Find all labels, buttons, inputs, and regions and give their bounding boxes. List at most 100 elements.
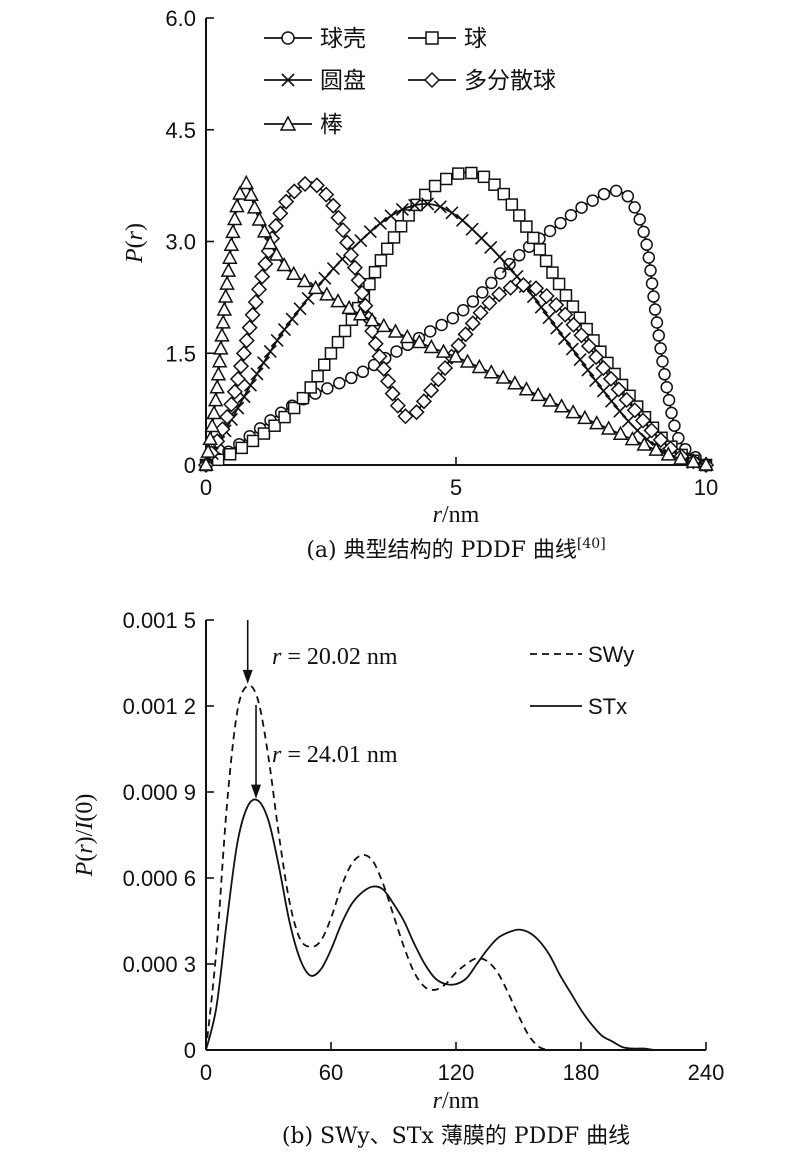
square-marker [278, 410, 291, 424]
circle-marker [494, 267, 507, 280]
circle-marker [321, 382, 334, 395]
circle-marker [640, 238, 653, 251]
cross-marker [263, 344, 277, 359]
triangle-marker [459, 353, 476, 368]
cross-marker [596, 384, 611, 398]
y-tick-label: 0.000 6 [123, 866, 196, 891]
triangle-marker [209, 379, 225, 394]
y-tick-label: 0.001 5 [123, 608, 196, 633]
diamond-marker [565, 316, 582, 333]
series-棒 [198, 174, 714, 471]
x-tick-label: 5 [450, 475, 462, 500]
circle-marker [554, 216, 567, 230]
diamond-marker [408, 404, 425, 421]
triangle-marker [213, 340, 229, 355]
y-tick-label: 1.5 [165, 341, 196, 366]
circle-marker [435, 318, 448, 332]
annotation-label: r = 24.01 nm [272, 742, 398, 768]
square-marker [539, 254, 553, 268]
legend-item-棒: 棒 [264, 112, 343, 138]
legend-label: 球 [464, 26, 487, 52]
diamond-marker [235, 345, 252, 362]
cross-marker [285, 312, 299, 326]
diamond-marker [450, 337, 467, 354]
triangle-marker [238, 174, 255, 190]
diamond-marker [430, 371, 447, 388]
circle-marker [656, 355, 669, 368]
legend-label: 多分散球 [464, 68, 556, 94]
triangle-marker [226, 210, 243, 226]
circle-marker [367, 358, 381, 372]
diamond-marker [330, 209, 347, 226]
square-marker [374, 254, 388, 267]
circle-marker [586, 194, 599, 207]
cross-marker [250, 367, 264, 381]
x-tick-label: 0 [200, 1060, 212, 1085]
diamond-marker [334, 222, 352, 239]
cross-marker [565, 342, 579, 356]
triangle-marker [319, 286, 335, 301]
square-marker [338, 324, 352, 338]
square-marker [394, 220, 408, 233]
triangle-marker [256, 223, 273, 238]
cross-marker [384, 209, 398, 223]
chart-b-x-axis-label: r/nm [433, 1088, 480, 1114]
chart-a-x-ticks: 0 5 10 [200, 457, 718, 500]
chart-a-y-ticks: 0 1.5 3.0 4.5 6.0 [165, 6, 214, 478]
square-marker [304, 381, 317, 394]
diamond-marker [588, 349, 605, 366]
diamond-marker [223, 396, 240, 413]
triangle-marker [364, 312, 380, 327]
diamond-marker [573, 327, 590, 344]
triangle-marker [553, 398, 570, 413]
triangle-marker [285, 265, 302, 281]
triangle-marker [565, 404, 581, 419]
legend-item-多分散球: 多分散球 [408, 68, 556, 94]
triangle-marker [612, 425, 629, 441]
square-marker [566, 300, 580, 313]
square-marker [296, 391, 310, 405]
circle-marker [662, 393, 676, 407]
diamond-marker [610, 381, 627, 398]
legend-cross-marker-icon [281, 73, 295, 87]
square-marker [311, 369, 324, 383]
chart-b-y-ticks: 0 0.000 3 0.000 6 0.000 9 0.001 2 0.001 5 [123, 608, 214, 1063]
cross-marker [542, 311, 556, 325]
circle-marker [512, 249, 526, 262]
cross-marker [257, 356, 271, 370]
triangle-marker [341, 299, 357, 315]
square-marker [287, 401, 301, 415]
diamond-marker [379, 373, 397, 390]
chart-b-x-ticks: 0 60 120 180 240 [200, 1042, 724, 1085]
chart-a-y-axis-label: P(r) [122, 223, 148, 264]
diamond-marker [371, 348, 388, 365]
diamond-marker [254, 268, 271, 285]
triangle-marker [660, 446, 677, 461]
triangle-marker [542, 392, 558, 407]
circle-marker [654, 342, 667, 355]
triangle-marker [471, 358, 488, 374]
triangle-marker [229, 198, 245, 213]
series-line-圆盘 [205, 202, 707, 466]
diamond-marker [229, 370, 247, 388]
square-marker [488, 178, 501, 191]
diamond-marker [278, 193, 295, 210]
cross-marker [501, 260, 516, 274]
cross-marker [445, 206, 459, 220]
triangle-marker [246, 199, 263, 214]
diamond-marker [634, 412, 652, 429]
diamond-marker [342, 247, 360, 264]
square-marker [465, 166, 478, 180]
diamond-marker [515, 277, 532, 294]
diamond-marker [423, 382, 440, 399]
circle-marker [633, 213, 646, 226]
diamond-marker [384, 385, 401, 402]
cross-marker [573, 352, 587, 367]
y-tick-label: 3.0 [165, 230, 196, 255]
circle-marker [466, 295, 480, 308]
legend-diamond-marker-icon [423, 71, 441, 89]
circle-marker [564, 208, 578, 222]
square-marker [223, 448, 237, 461]
y-tick-label: 0.000 3 [123, 952, 196, 977]
square-marker [552, 277, 566, 291]
